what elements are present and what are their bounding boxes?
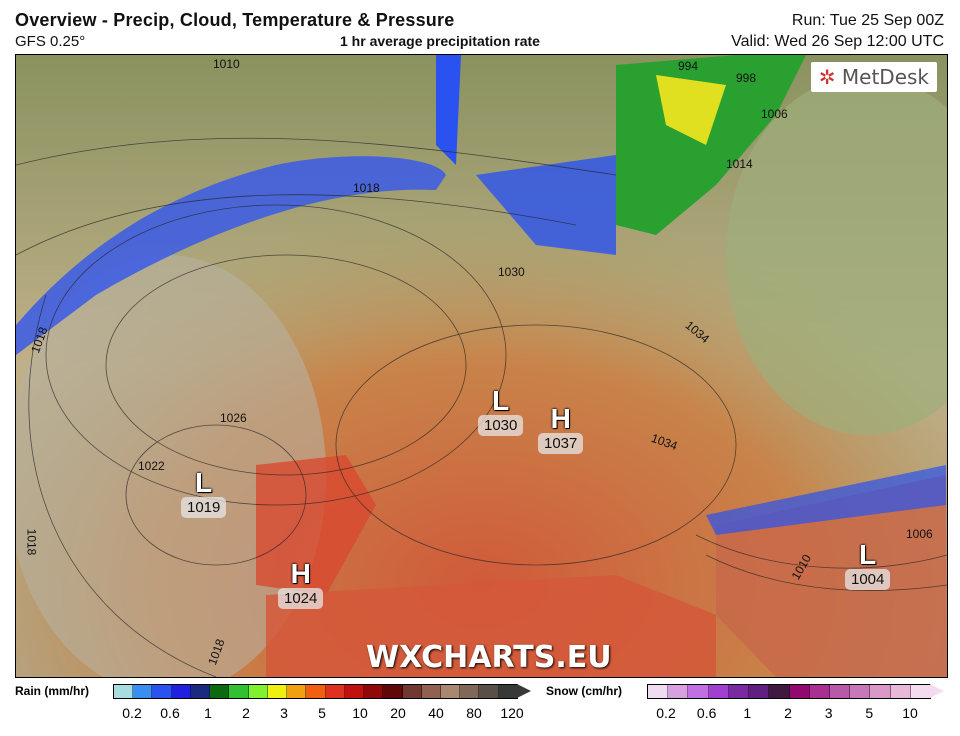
low-pressure-system: L 1004 [845,539,891,590]
logo-icon: ✲ [818,65,836,89]
rain-colorbar-arrow [517,684,531,698]
model-label: GFS 0.25° [15,33,86,50]
logo-text: MetDesk [841,65,929,89]
colorbar-swatch [383,685,403,698]
colorbar-tick-label: 0.6 [160,705,180,721]
isobar-label: 1006 [906,527,933,541]
colorbar-swatch [870,685,891,698]
rain-legend-label: Rain (mm/hr) [15,684,90,698]
colorbar-tick-label: 10 [352,705,368,721]
colorbar-swatch [910,685,932,698]
colorbar-swatch [688,685,709,698]
colorbar-swatch [402,685,422,698]
watermark: WXCHARTS.EU [366,640,612,675]
metdesk-logo: ✲ MetDesk [810,62,937,92]
system-pressure: 1037 [538,433,584,454]
low-pressure-system: L 1030 [478,385,524,436]
colorbar-tick-label: 80 [466,705,482,721]
colorbar-swatch [749,685,770,698]
system-pressure: 1004 [845,569,891,590]
colorbar-swatch [267,685,288,698]
colorbar-tick-label: 120 [500,705,524,721]
colorbar-tick-label: 5 [318,705,326,721]
isobar-label: 1030 [498,265,525,279]
colorbar-swatch [229,685,249,698]
colorbar-tick-label: 20 [390,705,406,721]
cloud-area [16,255,326,677]
colorbar-swatch [769,685,790,698]
colorbar-tick-label: 0.2 [656,705,676,721]
rain-colorbar [113,684,518,699]
colorbar-tick-label: 10 [902,705,918,721]
colorbar-swatch [809,685,830,698]
isobars [16,137,947,677]
colorbar-swatch [171,685,191,698]
high-pressure-system: H 1024 [278,558,324,609]
isobar-label: 1022 [138,459,165,473]
colorbar-tick-label: 1 [204,705,212,721]
system-pressure: 1019 [181,497,227,518]
map-background [16,55,947,677]
colorbar-swatch [248,685,268,698]
colorbar-swatch [306,685,326,698]
chart-title: Overview - Precip, Cloud, Temperature & … [15,10,455,30]
high-pressure-system: H 1037 [538,403,584,454]
colorbar-swatch [890,685,911,698]
isobar-label: 1014 [726,157,753,171]
colorbar-swatch [648,685,669,698]
colorbar-swatch [210,685,230,698]
isobar-label: 1006 [761,107,788,121]
valid-time: Valid: Wed 26 Sep 12:00 UTC [731,33,944,50]
colorbar-tick-label: 5 [865,705,874,721]
system-letter: H [290,558,311,589]
system-letter: H [550,403,571,434]
isobar-label: 1018 [353,181,380,195]
colorbar-swatch [850,685,871,698]
low-pressure-system: L 1019 [181,467,227,518]
colorbar-swatch [829,685,851,698]
colorbar-tick-label: 0.6 [696,705,717,721]
colorbar-swatch [114,685,134,698]
weather-map: 1010 1018 1030 1034 1026 1022 994 998 10… [15,54,948,678]
system-pressure: 1024 [278,588,324,609]
colorbar-swatch [728,685,750,698]
colorbar-tick-label: 2 [784,705,792,721]
colorbar-swatch [364,685,384,698]
colorbar-swatch [460,685,480,698]
colorbar-swatch [421,685,441,698]
colorbar-swatch [133,685,153,698]
colorbar-swatch [440,685,461,698]
snow-colorbar-arrow [930,684,944,698]
isobar-label: 1026 [220,411,247,425]
snow-colorbar [647,684,932,699]
subtitle: 1 hr average precipitation rate [340,33,540,49]
colorbar-swatch [668,685,689,698]
colorbar-swatch [152,685,172,698]
snow-legend-label: Snow (cm/hr) [546,684,623,698]
colorbar-swatch [789,685,810,698]
system-letter: L [195,467,213,498]
colorbar-swatch [325,685,345,698]
system-letter: L [859,539,877,570]
colorbar-tick-label: 3 [824,705,833,721]
colorbar-tick-label: 0.2 [122,705,142,721]
colorbar-swatch [708,685,729,698]
isobar-label: 998 [736,71,757,85]
isobar-label: 1018 [24,528,39,556]
colorbar-swatch [287,685,307,698]
colorbar-tick-label: 2 [242,705,250,721]
isobar-label: 994 [678,59,699,73]
colorbar-swatch [498,685,518,698]
system-pressure: 1030 [478,415,524,436]
colorbar-swatch [190,685,211,698]
system-letter: L [492,385,510,416]
colorbar-tick-label: 40 [428,705,444,721]
colorbar-tick-label: 1 [743,705,752,721]
colorbar-tick-label: 3 [280,705,288,721]
rain-band [16,156,446,355]
colorbar-swatch [344,685,365,698]
colorbar-swatch [479,685,499,698]
run-time: Run: Tue 25 Sep 00Z [791,12,944,29]
isobar-label: 1010 [213,57,240,71]
